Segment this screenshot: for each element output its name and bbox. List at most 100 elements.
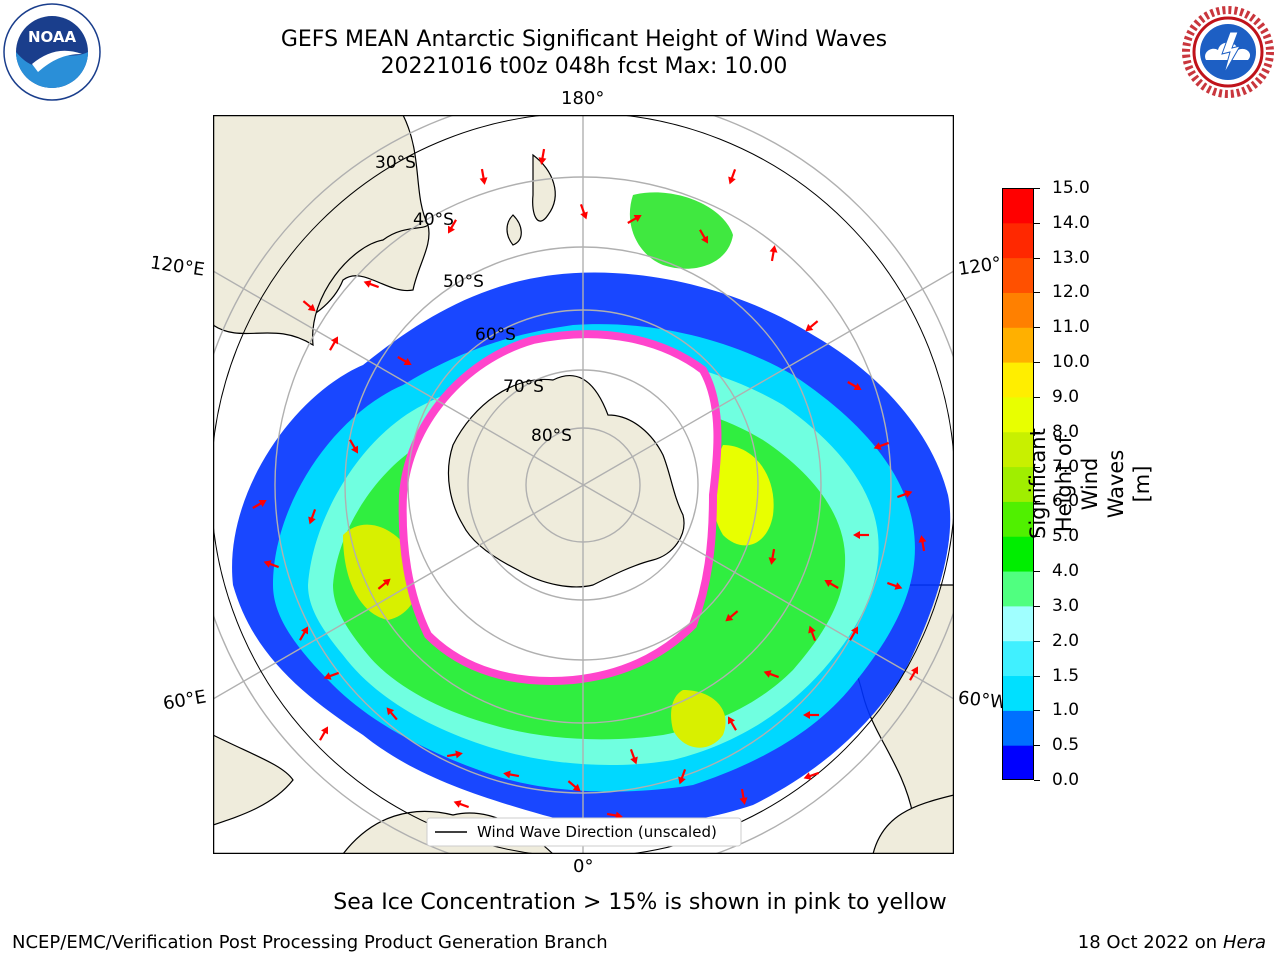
wind-wave-arrow [538, 148, 547, 165]
colorbar-tick-mark [1034, 501, 1040, 503]
lat-label-30s: 30°S [375, 153, 416, 173]
lat-label-80s: 80°S [531, 426, 572, 446]
legend-box [426, 817, 742, 847]
wind-wave-arrow [453, 800, 470, 809]
colorbar-tick-mark [1034, 640, 1040, 642]
colorbar-tick-label: 10.0 [1052, 352, 1090, 373]
wind-wave-arrow [329, 336, 338, 351]
colorbar-band [1002, 327, 1034, 363]
wind-wave-arrow [349, 439, 358, 454]
colorbar-tick-label: 1.5 [1052, 665, 1080, 686]
colorbar-tick-mark [1034, 536, 1040, 538]
colorbar-band [1002, 710, 1034, 746]
wind-wave-arrow [579, 203, 588, 220]
wind-wave-arrow [448, 219, 457, 234]
colorbar-band [1002, 745, 1034, 780]
colorbar-tick-label: 15.0 [1052, 178, 1090, 198]
sea-ice-note: Sea Ice Concentration > 15% is shown in … [333, 890, 947, 915]
lat-label-60s: 60°S [475, 325, 516, 345]
footer-date: 18 Oct 2022 on Hera [1078, 932, 1266, 953]
colorbar-tick-label: 6.0 [1052, 491, 1080, 512]
wind-wave-arrow [377, 578, 391, 590]
wind-wave-arrow [803, 771, 820, 780]
colorbar-band [1002, 466, 1034, 502]
colorbar-tick-mark [1034, 745, 1040, 747]
lat-label-40s: 40°S [413, 210, 454, 230]
wind-wave-arrow [808, 625, 817, 642]
colorbar-band [1002, 222, 1034, 259]
colorbar-tick-mark [1034, 605, 1040, 607]
colorbar-tick-label: 0.0 [1052, 770, 1080, 790]
legend-text: Wind Wave Direction (unscaled) [477, 823, 717, 841]
colorbar-tick-label: 5.0 [1052, 526, 1080, 547]
colorbar-tick-mark [1034, 780, 1040, 781]
colorbar-tick-mark [1034, 466, 1040, 468]
colorbar-tick-mark [1034, 222, 1040, 224]
lon-label-120e: 120°E [148, 252, 206, 281]
wind-wave-arrows [252, 148, 927, 820]
nws-logo-icon [1180, 4, 1276, 100]
colorbar-tick-label: 7.0 [1052, 456, 1080, 477]
wind-wave-arrow [763, 670, 780, 679]
wind-wave-arrow [446, 750, 463, 759]
noaa-logo-text: NOAA [28, 28, 77, 46]
lon-label-0: 0° [573, 856, 594, 877]
chart-subtitle: 20221016 t00z 048h fcst Max: 10.00 [380, 54, 788, 79]
footer-date-text: 18 Oct 2022 on [1077, 932, 1218, 953]
wind-wave-arrow [397, 356, 412, 365]
wind-wave-arrow [567, 780, 581, 792]
colorbar-tick-mark [1034, 188, 1040, 189]
colorbar-band [1002, 292, 1034, 328]
colorbar-tick-mark [1034, 292, 1040, 294]
wind-wave-arrow [768, 548, 777, 565]
wind-wave-arrow [725, 610, 739, 622]
wind-wave-arrow [699, 229, 708, 244]
wind-wave-arrow [853, 531, 869, 539]
wind-wave-arrow [479, 168, 488, 185]
wind-wave-arrow [769, 245, 778, 262]
wind-wave-arrow [363, 280, 380, 289]
colorbar-tick-mark [1034, 571, 1040, 573]
polar-map: 30°S 40°S 50°S 60°S 70°S 80°S Wind Wave … [213, 115, 954, 854]
wind-wave-arrow [308, 508, 317, 525]
wind-wave-arrow [847, 381, 862, 390]
wind-wave-arrow [805, 320, 819, 332]
wind-wave-arrow [627, 215, 642, 224]
colorbar-tick-label: 4.0 [1052, 561, 1080, 582]
wind-wave-arrow [678, 768, 687, 785]
wind-wave-arrow [739, 788, 748, 805]
colorbar-band [1002, 536, 1034, 572]
colorbar-tick-label: 0.5 [1052, 735, 1080, 756]
footer-host: Hera [1222, 932, 1266, 953]
wind-wave-arrow [909, 666, 918, 681]
lat-label-70s: 70°S [503, 377, 544, 397]
colorbar-tick-mark [1034, 257, 1040, 259]
colorbar-tick-mark [1034, 675, 1040, 677]
colorbar-band [1002, 257, 1034, 293]
colorbar-tick-label: 12.0 [1052, 282, 1090, 303]
wind-wave-arrow [302, 300, 316, 312]
wind-wave-arrow [849, 626, 858, 641]
noaa-logo-icon: NOAA [3, 3, 101, 101]
colorbar [1002, 188, 1034, 780]
colorbar-tick-label: 13.0 [1052, 247, 1090, 268]
footer-credit: NCEP/EMC/Verification Post Processing Pr… [12, 932, 608, 953]
antarctica [447, 374, 685, 588]
wind-wave-arrow [606, 811, 623, 820]
colorbar-tick-label: 1.0 [1052, 700, 1080, 721]
wind-wave-arrow [873, 441, 890, 450]
lon-label-60w: 60°W [957, 687, 1009, 714]
colorbar-tick-mark [1034, 431, 1040, 433]
colorbar-band [1002, 640, 1034, 677]
colorbar-band [1002, 431, 1034, 468]
wind-wave-arrow [728, 716, 737, 731]
colorbar-tick-label: 3.0 [1052, 595, 1080, 616]
colorbar-tick-mark [1034, 362, 1040, 364]
wind-wave-arrow [629, 748, 638, 765]
wind-wave-arrow [299, 626, 308, 641]
colorbar-band [1002, 396, 1034, 433]
colorbar-border [1002, 188, 1034, 780]
wind-wave-arrow [918, 535, 927, 552]
wind-wave-arrow [728, 168, 737, 185]
colorbar-tick-mark [1034, 396, 1040, 398]
